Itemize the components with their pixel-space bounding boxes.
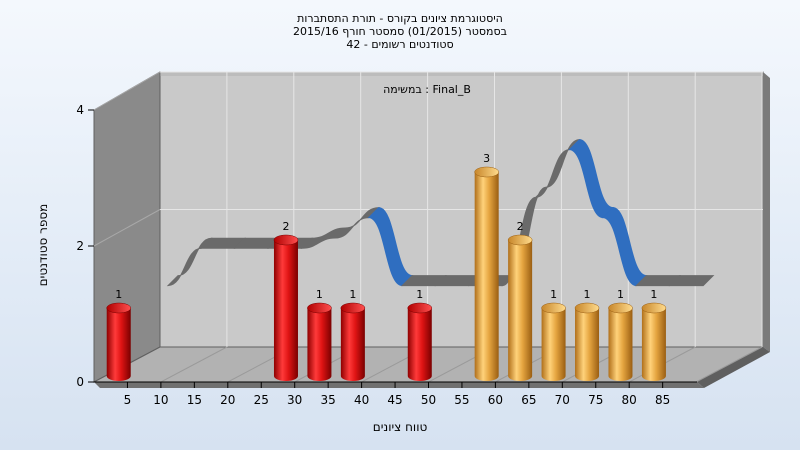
x-tick-label: 60 — [488, 393, 503, 407]
x-tick-label: 85 — [655, 393, 670, 407]
bar-value-label: 2 — [517, 220, 524, 233]
bar — [508, 240, 533, 382]
bar — [575, 308, 600, 382]
bar-value-label: 1 — [550, 288, 557, 301]
bar — [608, 308, 633, 382]
floor-edge — [697, 347, 770, 388]
x-tick-label: 30 — [287, 393, 302, 407]
title-line-3: סטודנטים רשומים - 42 — [346, 38, 453, 51]
bar-top — [641, 302, 667, 314]
x-tick-label: 80 — [622, 393, 637, 407]
ribbon-segment — [668, 275, 715, 287]
bar-top — [574, 302, 600, 314]
bar-value-label: 1 — [115, 288, 122, 301]
bar — [307, 308, 332, 382]
bar-value-label: 1 — [416, 288, 423, 301]
y-tick-label: 4 — [76, 103, 84, 117]
title-line-1: היסטוגרמת ציונים בקורס - תורת התסתברות — [297, 12, 503, 25]
y-tick-label: 2 — [76, 239, 84, 253]
gridline-floor — [160, 346, 228, 383]
bar-value-label: 1 — [650, 288, 657, 301]
x-tick-label: 45 — [387, 393, 402, 407]
x-tick-label: 40 — [354, 393, 369, 407]
x-tick-label: 20 — [220, 393, 235, 407]
bar-top — [474, 166, 499, 178]
x-tick-label: 25 — [254, 393, 269, 407]
bar-top — [541, 302, 566, 314]
bar-top — [307, 302, 332, 314]
x-tick-label: 75 — [588, 393, 603, 407]
x-tick-label: 70 — [555, 393, 570, 407]
chart-title: היסטוגרמת ציונים בקורס - תורת התסתברות ב… — [293, 12, 507, 51]
y-tick-label: 0 — [76, 375, 84, 389]
bar-top — [106, 302, 131, 314]
bar-top — [273, 234, 299, 246]
x-tick-label: 65 — [521, 393, 536, 407]
plot-walls — [93, 71, 770, 388]
bar-top — [340, 302, 366, 314]
bar-value-label: 3 — [483, 152, 490, 165]
bar-top — [407, 302, 433, 314]
right-edge — [763, 72, 770, 352]
title-line-2: בסמסטר (01/2015) סמסטר חורף 2015/16 — [293, 25, 507, 38]
x-tick-label: 35 — [321, 393, 336, 407]
gridline-side — [93, 71, 161, 111]
bar — [106, 308, 131, 381]
bar — [273, 240, 298, 382]
bar-top — [608, 302, 633, 314]
bar — [541, 308, 566, 382]
bars — [106, 166, 667, 382]
x-tick-label: 50 — [421, 393, 436, 407]
bar — [340, 308, 365, 382]
x-tick-label: 55 — [454, 393, 469, 407]
x-tick-label: 15 — [187, 393, 202, 407]
x-tick-label: 10 — [153, 393, 168, 407]
bar-value-label: 1 — [349, 288, 356, 301]
gridline-side — [93, 209, 161, 247]
gridline-floor — [695, 346, 763, 383]
inner-caption: במשימה : Final_B — [383, 83, 471, 96]
bar-value-label: 1 — [584, 288, 591, 301]
x-tick-label: 5 — [124, 393, 132, 407]
bar-value-label: 2 — [282, 220, 289, 233]
top-edge-shadow — [160, 72, 763, 76]
data-labels: 1 2 1 1 1 3 2 1 1 1 1 — [115, 152, 657, 301]
bar-value-label: 1 — [316, 288, 323, 301]
bar — [407, 308, 432, 382]
bar-top — [507, 234, 533, 246]
bar — [474, 172, 499, 382]
y-axis-label: מספר סטודנטים — [36, 204, 50, 287]
bar-value-label: 1 — [617, 288, 624, 301]
x-axis-label: טווח ציונים — [373, 420, 428, 434]
floor-front-edge — [94, 382, 704, 388]
bar — [641, 308, 666, 382]
